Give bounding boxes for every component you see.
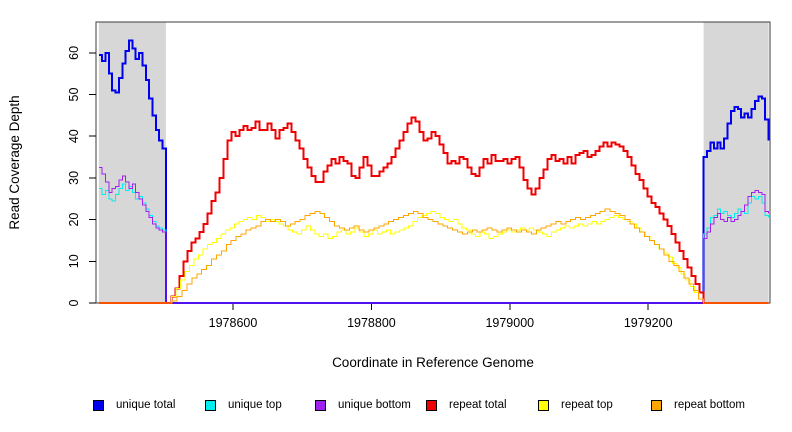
legend-item-repeat-total: repeat total — [426, 396, 507, 414]
legend-label: unique top — [228, 399, 282, 411]
legend: unique total unique top unique bottom repea… — [0, 396, 792, 414]
legend-swatch-icon — [651, 399, 662, 411]
legend-swatch-icon — [538, 399, 549, 411]
axes-layer: 1978600 1978800 1979000 1979200 0 10 20 30 40 50 6… — [67, 21, 771, 330]
legend-label: unique total — [116, 399, 176, 411]
legend-swatch-icon — [205, 399, 216, 411]
y-tick-label: 30 — [67, 171, 81, 185]
series-layer — [98, 39, 770, 304]
legend-item-unique-total: unique total — [93, 396, 175, 414]
shaded-regions-layer — [98, 22, 769, 303]
right-masked-region — [703, 22, 769, 303]
legend-label: repeat bottom — [674, 399, 745, 411]
y-tick-label: 60 — [67, 46, 81, 60]
legend-item-repeat-bottom: repeat bottom — [651, 396, 745, 414]
legend-swatch-icon — [315, 399, 326, 411]
x-tick-label: 1978800 — [347, 316, 396, 330]
legend-swatch-icon — [93, 399, 104, 411]
x-tick-label: 1979000 — [485, 316, 534, 330]
x-axis-title: Coordinate in Reference Genome — [332, 355, 534, 370]
series-line-repeat-bottom — [98, 208, 769, 304]
x-tick-label: 1979200 — [624, 316, 673, 330]
legend-swatch-icon — [426, 399, 437, 411]
legend-item-unique-bottom: unique bottom — [315, 396, 411, 414]
series-line-repeat-top — [98, 210, 769, 304]
left-masked-region — [98, 22, 166, 303]
legend-label: repeat top — [561, 399, 613, 411]
series-line-repeat-total — [98, 116, 769, 304]
y-tick-label: 10 — [67, 254, 81, 268]
x-tick-label: 1978600 — [209, 316, 258, 330]
legend-item-repeat-top: repeat top — [538, 396, 613, 414]
y-tick-label: 50 — [67, 88, 81, 102]
series-line-unique-total — [98, 39, 770, 304]
y-tick-label: 20 — [67, 213, 81, 227]
y-axis-title: Read Coverage Depth — [7, 95, 22, 229]
legend-label: unique bottom — [338, 399, 411, 411]
legend-item-unique-top: unique top — [205, 396, 282, 414]
y-tick-label: 0 — [67, 299, 81, 306]
legend-label: repeat total — [449, 399, 507, 411]
y-tick-label: 40 — [67, 129, 81, 143]
series-line-unique-top — [98, 183, 770, 304]
